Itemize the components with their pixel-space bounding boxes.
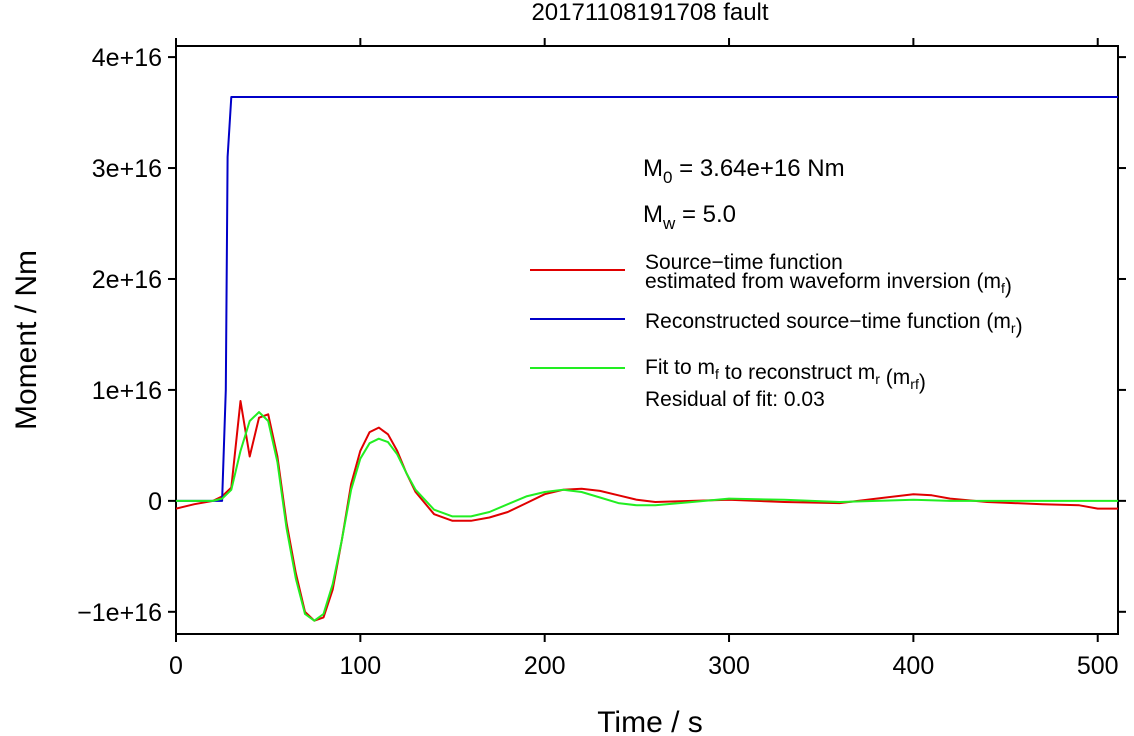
series-line-0: [176, 400, 1118, 622]
legend-label-1: Reconstructed source−time function (mr): [645, 310, 1023, 338]
x-tick-label: 100: [339, 652, 381, 680]
y-tick-label: 4e+16: [92, 44, 162, 72]
residual-annotation: Residual of fit: 0.03: [645, 388, 825, 411]
x-tick-label: 200: [524, 652, 566, 680]
x-tick-label: 500: [1077, 652, 1119, 680]
moment-magnitude-annotation: Mw = 5.0: [643, 201, 736, 233]
y-tick-label: 1e+16: [92, 377, 162, 405]
x-axis-title: Time / s: [597, 706, 703, 736]
y-ticks: −1e+16 0 1e+16 2e+16 3e+16 4e+16: [77, 44, 1126, 627]
series-line-2: [176, 411, 1118, 622]
y-tick-label: 2e+16: [92, 266, 162, 294]
y-tick-label: −1e+16: [77, 599, 162, 627]
plot-frame: [175, 45, 1119, 635]
series-layer: [176, 96, 1118, 622]
legend-label-0: Source−time function: [645, 251, 843, 274]
x-tick-label: 0: [169, 652, 183, 680]
x-tick-label: 300: [708, 652, 750, 680]
seismic-moment-annotation: M0 = 3.64e+16 Nm: [643, 155, 845, 187]
chart-title: 20171108191708 fault: [531, 0, 768, 26]
y-tick-label: 0: [148, 488, 162, 516]
y-axis-title: Moment / Nm: [10, 250, 43, 430]
y-tick-label: 3e+16: [92, 155, 162, 183]
x-ticks: 0 100 200 300 400 500: [169, 38, 1119, 680]
x-tick-label: 400: [893, 652, 935, 680]
legend-label-0: estimated from waveform inversion (mf): [645, 270, 1012, 298]
legend-label-2: Fit to mf to reconstruct mr (mrf): [645, 356, 926, 394]
